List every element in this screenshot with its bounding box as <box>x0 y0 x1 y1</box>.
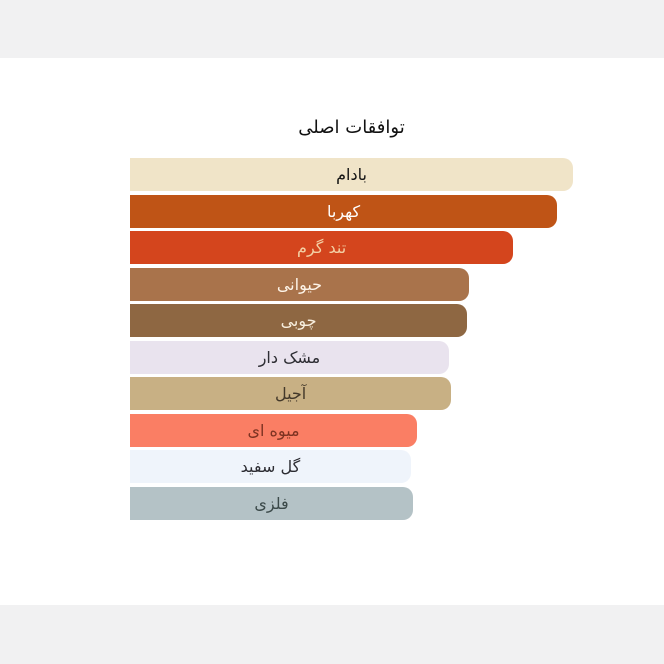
accord-bar-musky: مشک دار <box>130 340 449 374</box>
accord-bar-fruity: میوه ای <box>130 413 418 447</box>
top-margin-band <box>0 0 664 58</box>
accord-bar-metallic: فلزی <box>130 486 414 520</box>
accord-bar-label: کهربا <box>326 201 361 221</box>
chart-title: توافقات اصلی <box>298 117 405 138</box>
accord-bar-almond: بادام <box>130 158 573 191</box>
accord-bar-label: گل سفید <box>240 457 301 476</box>
accord-bar-label: میوه ای <box>247 420 300 440</box>
accord-bars: بادام کهربا تند گرم حیوانی چوبی مشک دار آجیل می… <box>130 158 573 520</box>
bottom-margin-band <box>0 605 664 664</box>
accord-bar-label: آجیل <box>274 384 307 403</box>
accord-bar-label: حیوانی <box>276 274 323 294</box>
accord-bar-nutty: آجیل <box>130 377 452 410</box>
accord-bar-label: فلزی <box>254 493 289 513</box>
accord-bar-animalic: حیوانی <box>130 267 469 301</box>
accord-bar-woody: چوبی <box>130 304 468 337</box>
accord-bar-warm-spicy: تند گرم <box>130 231 514 264</box>
accord-bar-white-floral: گل سفید <box>130 450 411 483</box>
accord-bar-label: مشک دار <box>258 347 321 367</box>
accord-bar-label: بادام <box>336 165 367 184</box>
accord-bar-amber: کهربا <box>130 194 558 228</box>
accord-bar-label: تند گرم <box>297 238 347 257</box>
accord-bar-label: چوبی <box>280 311 317 330</box>
